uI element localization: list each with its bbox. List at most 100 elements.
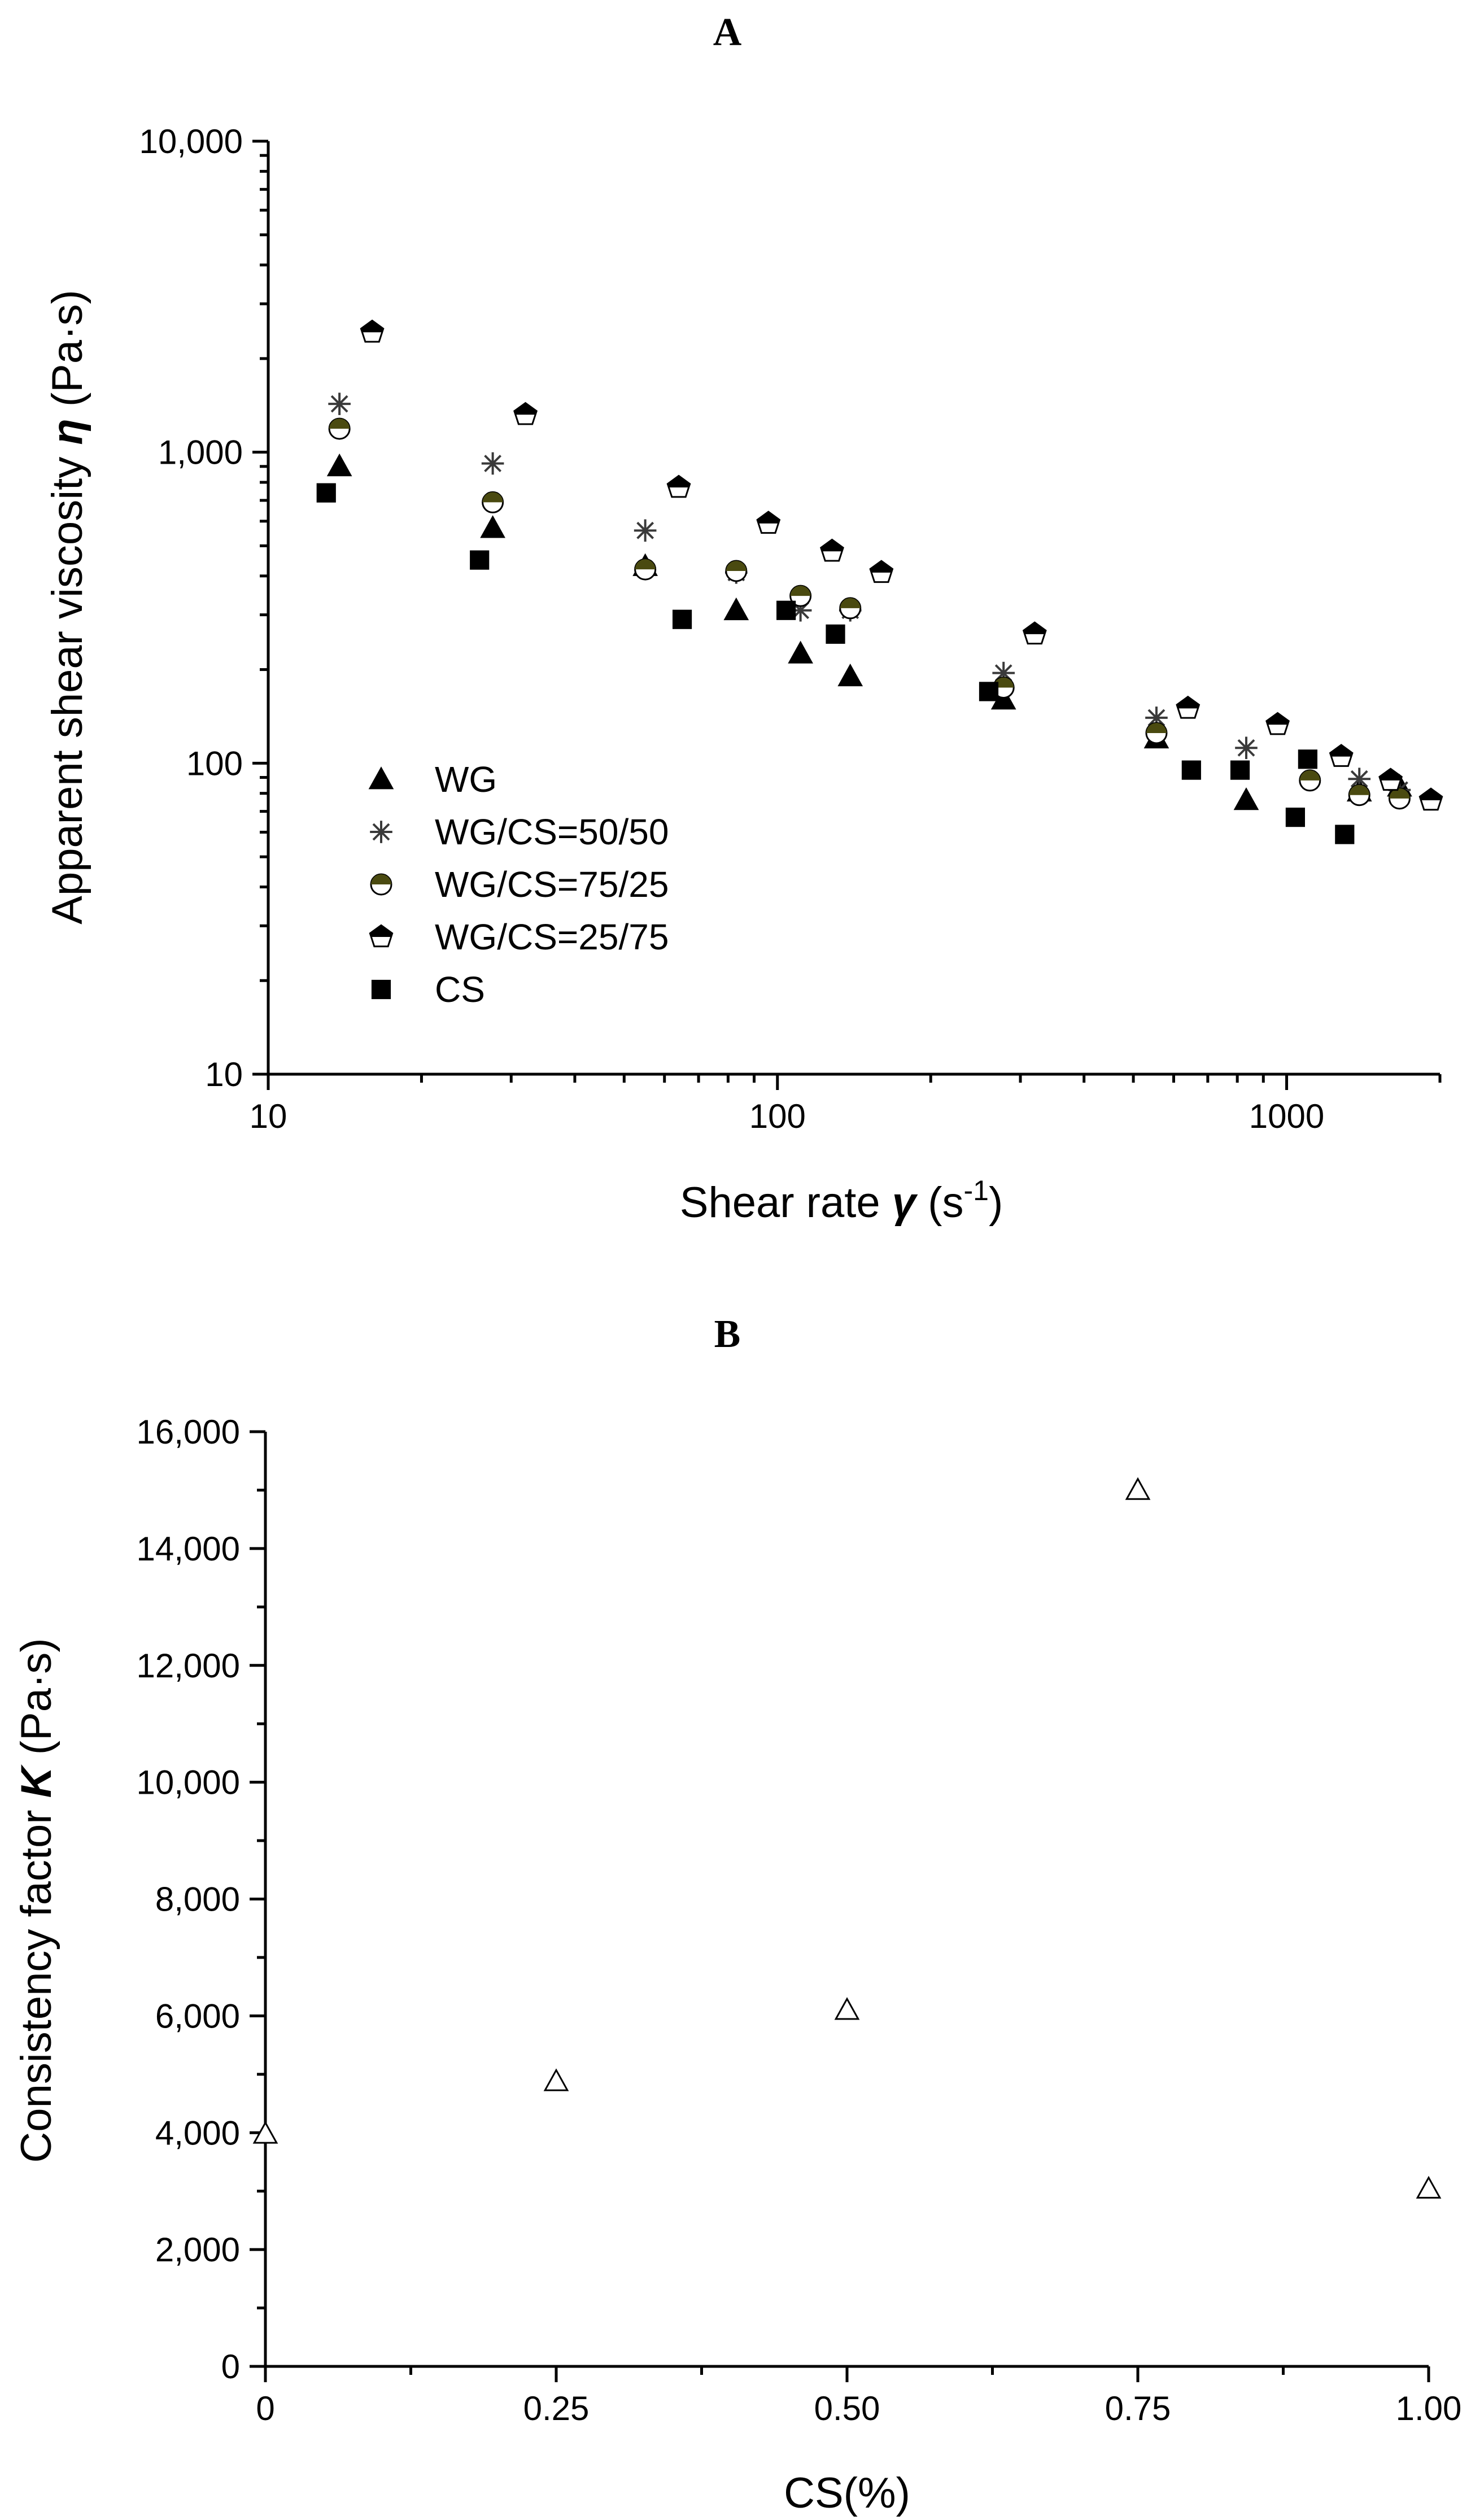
data-point xyxy=(725,560,748,582)
data-point xyxy=(839,597,862,620)
panel-b-y-tick-label: 16,000 xyxy=(136,1413,240,1451)
data-point xyxy=(328,393,351,415)
panel-b-y-ticks: 0 2,000 4,000 6,000 8,000 10,000 12,000 14,000 1… xyxy=(136,1413,265,2386)
data-point xyxy=(723,597,749,621)
data-point xyxy=(634,519,657,542)
series-wg-cs-25-75 xyxy=(360,319,1443,811)
series-wg-cs-50-50 xyxy=(328,393,1411,801)
panel-b-y-axis-title-main: Consistency factor xyxy=(12,1798,60,2163)
data-point xyxy=(869,560,894,583)
panel-a-x-tick-label: 10 xyxy=(250,1097,287,1135)
panel-a-shear-viscosity-chart: A 10 100 1000 10 100 1,000 10,000 Shear rate … xyxy=(43,11,1443,1227)
panel-b-y-tick-label: 10,000 xyxy=(136,1764,240,1802)
data-point xyxy=(1378,768,1403,791)
legend-label: CS xyxy=(435,969,485,1010)
data-point xyxy=(1235,736,1258,760)
data-point xyxy=(1265,712,1290,735)
panel-b-title: B xyxy=(714,1313,741,1356)
data-point xyxy=(666,474,691,498)
data-point xyxy=(776,600,796,620)
panel-b-y-tick-label: 0 xyxy=(221,2348,240,2386)
data-point xyxy=(1416,2175,1442,2199)
panel-a-y-axis-title-unit: (Pa·s) xyxy=(43,290,91,418)
data-point xyxy=(1388,787,1411,810)
panel-b-y-axis-title: Consistency factor K (Pa·s) xyxy=(12,1638,60,2163)
data-point xyxy=(1299,769,1321,792)
panel-b-x-tick-label: 0.50 xyxy=(814,2390,880,2427)
data-point xyxy=(1233,787,1259,810)
panel-b-x-ticks: 0 0.25 0.50 0.75 1.00 xyxy=(256,2366,1461,2427)
panel-b-x-tick-label: 0.75 xyxy=(1105,2390,1171,2427)
data-point xyxy=(1125,1477,1151,1500)
data-point xyxy=(480,515,505,538)
legend-label: WG/CS=75/25 xyxy=(435,864,669,905)
data-point xyxy=(1285,808,1306,827)
panel-a-y-tick-label: 10,000 xyxy=(139,123,243,160)
panel-b-y-tick-label: 8,000 xyxy=(155,1881,240,1919)
panel-a-y-axis-title-symbol: η xyxy=(43,418,91,444)
data-point xyxy=(819,538,844,562)
panel-a-x-axis-title-sup: -1 xyxy=(963,1175,988,1206)
panel-a-legend: WG WG/CS=50/50 WG/CS=75/25 WG/CS=25/75 CS xyxy=(368,759,669,1010)
data-point xyxy=(1335,825,1355,844)
panel-a-data-points xyxy=(316,319,1443,844)
panel-a-x-tick-label: 100 xyxy=(749,1097,806,1135)
panel-a-y-tick-label: 100 xyxy=(186,744,243,782)
series-cs xyxy=(316,483,1355,844)
data-point xyxy=(328,417,351,440)
panel-a-x-axis-title: Shear rate γ (s-1) xyxy=(680,1175,1003,1227)
panel-a-y-axis-title-main: Apparent shear viscosity xyxy=(43,445,91,925)
data-point xyxy=(252,2121,278,2144)
panel-a-x-axis-title-main: Shear rate xyxy=(680,1179,892,1227)
panel-b-x-axis-title: CS(%) xyxy=(784,2469,910,2517)
panel-a-y-ticks: 10 100 1,000 10,000 xyxy=(139,123,268,1093)
data-point xyxy=(482,491,504,513)
panel-a-x-axis-title-unit: (s xyxy=(916,1179,963,1227)
panel-b-x-tick-label: 0.25 xyxy=(523,2390,590,2427)
data-point xyxy=(1418,787,1443,811)
data-point xyxy=(837,663,863,687)
panel-a-x-tick-label: 1000 xyxy=(1249,1097,1324,1135)
data-point xyxy=(1230,760,1250,780)
panel-b-y-tick-label: 12,000 xyxy=(136,1647,240,1685)
data-point xyxy=(756,511,781,534)
data-point xyxy=(543,2068,569,2091)
panel-b-y-axis-title-unit: (Pa·s) xyxy=(12,1638,60,1767)
data-point xyxy=(1329,744,1354,767)
legend-label: WG/CS=50/50 xyxy=(435,812,669,852)
panel-b-axes xyxy=(264,1432,1429,2368)
data-point xyxy=(1298,749,1317,769)
data-point xyxy=(979,682,999,701)
panel-a-axes xyxy=(267,141,1440,1076)
data-point xyxy=(672,609,692,629)
data-point xyxy=(634,558,657,581)
panel-b-y-tick-label: 2,000 xyxy=(155,2231,240,2269)
panel-a-x-ticks: 10 100 1000 xyxy=(250,1074,1442,1135)
data-point xyxy=(1181,760,1201,780)
legend-marker xyxy=(370,873,392,896)
data-point xyxy=(470,550,490,570)
panel-b-y-tick-label: 6,000 xyxy=(155,1997,240,2035)
data-point xyxy=(826,624,845,644)
legend-label: WG xyxy=(435,759,497,800)
data-point xyxy=(1145,722,1168,744)
data-point xyxy=(1176,695,1201,719)
panel-a-y-tick-label: 10 xyxy=(205,1056,243,1093)
data-point xyxy=(316,483,336,503)
data-point xyxy=(481,452,504,475)
legend-marker xyxy=(370,821,392,843)
legend-marker xyxy=(369,924,394,948)
series-wg-cs-75-25 xyxy=(328,417,1411,810)
data-point xyxy=(513,402,538,425)
legend-marker xyxy=(368,766,394,790)
panel-b-x-tick-label: 0 xyxy=(256,2390,274,2427)
data-point xyxy=(834,1997,860,2020)
legend-marker xyxy=(371,979,391,1000)
panel-b-x-tick-label: 1.00 xyxy=(1396,2390,1462,2427)
data-point xyxy=(360,319,385,343)
legend-label: WG/CS=25/75 xyxy=(435,917,669,957)
panel-b-consistency-chart: B 0 0.25 0.50 0.75 1.00 0 2,000 4,000 6,000 8,00… xyxy=(12,1313,1461,2517)
panel-b-data-points xyxy=(252,1477,1442,2199)
panel-a-y-tick-label: 1,000 xyxy=(158,434,243,472)
